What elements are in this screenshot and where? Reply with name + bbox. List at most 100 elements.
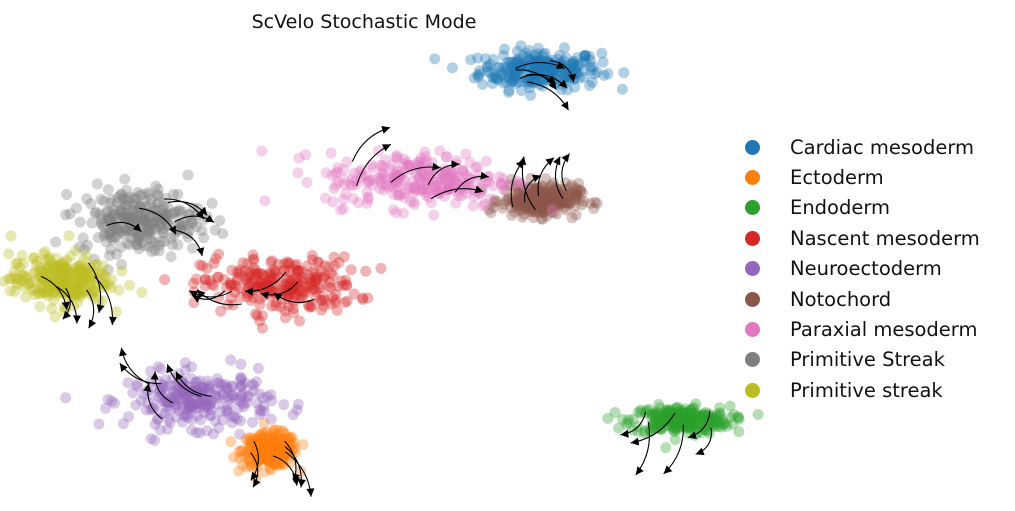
cell-point — [281, 440, 293, 452]
cell-point — [295, 274, 307, 286]
cell-point — [596, 47, 608, 59]
cell-point — [105, 274, 117, 285]
cell-point — [555, 67, 567, 79]
cell-point — [501, 61, 513, 73]
cell-point — [200, 400, 212, 412]
cell-point — [133, 243, 145, 255]
cell-point — [414, 185, 426, 197]
cell-point — [264, 441, 276, 453]
cell-point — [273, 272, 285, 283]
legend-item: Neuroectoderm — [740, 254, 980, 284]
cell-point — [260, 270, 272, 282]
streamline-arrowhead — [166, 364, 174, 374]
cell-point — [510, 193, 521, 205]
cell-point — [312, 282, 324, 294]
cell-point — [324, 298, 336, 310]
cell-point — [284, 274, 296, 286]
cell-point — [46, 273, 58, 285]
cell-point — [57, 262, 68, 274]
cell-point — [345, 264, 357, 276]
cell-point — [496, 69, 508, 81]
cell-point — [544, 202, 556, 214]
cell-point — [270, 444, 282, 456]
cell-point — [64, 281, 76, 293]
cell-point — [488, 72, 500, 84]
cell-point — [111, 197, 123, 209]
cell-point — [535, 193, 547, 205]
cell-point — [265, 446, 276, 458]
cell-point — [199, 274, 211, 286]
cell-point — [670, 419, 682, 431]
cell-point — [300, 281, 312, 293]
cell-point — [566, 186, 578, 198]
cell-point — [66, 268, 78, 279]
streamline-arrowhead — [197, 289, 206, 299]
cell-point — [40, 254, 52, 266]
cell-point — [131, 235, 143, 247]
cell-point — [254, 293, 266, 305]
cell-point — [160, 374, 172, 386]
cell-point — [161, 211, 173, 223]
cell-point — [261, 444, 273, 456]
cell-point — [91, 178, 103, 190]
cell-point — [397, 207, 409, 219]
cell-point — [265, 443, 277, 455]
cell-point — [339, 178, 351, 190]
cell-point — [186, 424, 197, 436]
cell-point — [576, 199, 588, 211]
cell-point — [717, 419, 729, 431]
cell-point — [533, 56, 545, 68]
cell-point — [261, 440, 273, 452]
cell-point — [131, 380, 143, 392]
cell-point — [0, 275, 10, 287]
cell-point — [357, 292, 369, 304]
cell-point — [310, 267, 322, 279]
cell-point — [662, 412, 674, 424]
cell-point — [64, 208, 76, 220]
cell-point — [272, 438, 284, 450]
cell-point — [498, 49, 510, 61]
streamline-arrowhead — [635, 466, 644, 475]
cell-point — [187, 242, 198, 254]
cell-point — [152, 189, 164, 201]
cell-point — [121, 208, 133, 220]
cell-point — [570, 191, 582, 203]
cell-point — [651, 409, 663, 421]
cell-point — [48, 286, 60, 298]
cell-point — [74, 268, 86, 280]
cell-point — [682, 418, 694, 430]
cell-point — [512, 195, 524, 207]
cell-point — [105, 231, 117, 243]
legend-item: Primitive Streak — [740, 345, 980, 375]
cell-point — [252, 453, 264, 465]
cell-point — [671, 413, 683, 425]
cell-point — [195, 414, 207, 426]
cell-point — [497, 173, 509, 185]
cell-point — [217, 389, 229, 401]
cell-point — [508, 63, 520, 75]
cell-point — [280, 448, 291, 460]
cell-point — [235, 372, 247, 383]
cell-point — [113, 226, 125, 238]
cell-point — [149, 382, 161, 394]
cell-point — [561, 197, 573, 209]
cell-point — [263, 455, 275, 467]
cell-point — [205, 409, 217, 421]
chart-title: ScVelo Stochastic Mode — [251, 11, 477, 33]
cell-point — [683, 422, 695, 434]
cell-point — [76, 288, 88, 299]
cell-point — [665, 414, 677, 426]
cell-point — [528, 187, 540, 199]
cell-point — [687, 420, 699, 432]
cell-point — [423, 169, 435, 181]
cell-point — [477, 78, 488, 90]
cell-point — [202, 382, 214, 394]
cell-point — [514, 58, 526, 70]
cell-point — [173, 394, 185, 406]
cell-point — [192, 398, 204, 410]
cell-point — [253, 429, 265, 441]
cell-point — [215, 305, 227, 317]
cell-point — [96, 219, 108, 231]
cell-point — [571, 189, 582, 201]
streamline-arrowhead — [630, 437, 640, 446]
